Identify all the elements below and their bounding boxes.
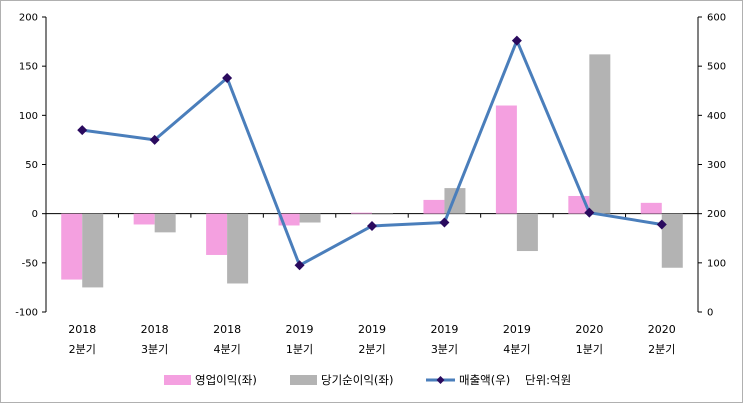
left-tick-label: 150 <box>19 62 38 73</box>
revenue-marker <box>77 125 88 136</box>
category-quarter-label: 3분기 <box>141 343 168 356</box>
left-tick-label: -100 <box>15 308 38 319</box>
revenue-marker <box>656 219 667 230</box>
legend-label-net-income: 당기순이익(좌) <box>321 373 393 387</box>
category-year-label: 2019 <box>286 323 314 336</box>
operating-profit-bar <box>351 212 372 214</box>
operating-profit-bar <box>495 105 517 214</box>
right-tick-label: 300 <box>707 160 726 171</box>
revenue-marker <box>149 134 160 145</box>
right-tick-label: 400 <box>707 111 726 122</box>
revenue-marker <box>222 72 233 83</box>
right-tick-label: 500 <box>707 62 726 73</box>
legend-swatch-operating-profit <box>164 375 191 385</box>
left-tick-label: 50 <box>25 160 38 171</box>
category-quarter-label: 2분기 <box>69 343 96 356</box>
category-quarter-label: 2분기 <box>358 343 385 356</box>
legend-swatch-net-income <box>290 375 317 385</box>
legend-label-operating-profit: 영업이익(좌) <box>195 373 257 387</box>
net-income-bar <box>516 213 538 252</box>
category-year-label: 2019 <box>503 323 531 336</box>
category-year-label: 2018 <box>68 323 96 336</box>
operating-profit-bar <box>206 213 228 255</box>
net-income-bar <box>154 213 176 233</box>
category-quarter-label: 1분기 <box>286 343 313 356</box>
revenue-marker <box>584 207 595 218</box>
left-tick-label: 0 <box>32 209 38 220</box>
category-year-label: 2020 <box>648 323 676 336</box>
operating-profit-bar <box>423 199 445 214</box>
net-income-bar <box>372 213 393 215</box>
legend-marker-revenue <box>436 376 445 384</box>
left-tick-label: -50 <box>22 258 38 269</box>
revenue-marker <box>511 35 522 46</box>
category-quarter-label: 1분기 <box>576 343 603 356</box>
net-income-bar <box>227 213 249 284</box>
right-tick-label: 200 <box>707 209 726 220</box>
category-year-label: 2018 <box>141 323 169 336</box>
legend-label-revenue: 매출액(우) <box>459 373 510 387</box>
operating-profit-bar <box>133 213 155 225</box>
net-income-bar <box>589 54 611 214</box>
revenue-marker <box>367 220 377 231</box>
category-quarter-label: 2분기 <box>648 343 675 356</box>
operating-profit-bar <box>61 213 83 280</box>
category-quarter-label: 3분기 <box>431 343 458 356</box>
category-year-label: 2019 <box>430 323 458 336</box>
net-income-bar <box>299 213 321 223</box>
category-year-label: 2018 <box>213 323 241 336</box>
unit-note: 단위:억원 <box>525 373 571 387</box>
net-income-bar <box>82 213 104 288</box>
category-quarter-label: 4분기 <box>213 343 240 356</box>
revenue-marker <box>439 217 450 228</box>
left-tick-label: 200 <box>19 13 38 24</box>
net-income-bar <box>444 188 466 214</box>
operating-profit-bar <box>278 213 300 226</box>
net-income-bar <box>661 213 683 268</box>
operating-profit-bar <box>640 202 662 214</box>
category-quarter-label: 4분기 <box>503 343 530 356</box>
category-year-label: 2020 <box>575 323 603 336</box>
right-tick-label: 600 <box>707 13 726 24</box>
right-tick-label: 100 <box>707 258 726 269</box>
revenue-marker <box>294 260 305 271</box>
right-tick-label: 0 <box>707 308 713 319</box>
category-year-label: 2019 <box>358 323 386 336</box>
left-tick-label: 100 <box>19 111 38 122</box>
